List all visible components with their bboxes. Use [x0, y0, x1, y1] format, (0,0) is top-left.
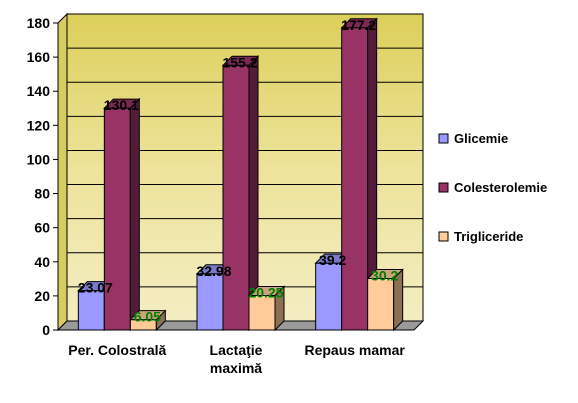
data-labels: 23.07 130.1 6.05 32.98 155.2 20.25 39.2 177.2 30…	[78, 17, 399, 325]
legend-swatch-trigliceride	[438, 231, 449, 242]
y-tick-label: 80	[34, 186, 50, 202]
x-category-label: Per. Colostrală	[68, 342, 166, 358]
bar-colesterolemie-front	[222, 64, 250, 331]
legend-swatch-colesterolemie	[438, 182, 449, 193]
bar-colesterolemie-front	[341, 27, 369, 331]
x-axis: Per. Colostrală Lactaţie maximă Repaus mama…	[68, 342, 405, 376]
bar-trigliceride-top	[247, 285, 286, 296]
y-tick-label: 180	[27, 15, 51, 31]
bar-glicemie-front	[315, 262, 343, 331]
legend-swatch-glicemie	[438, 133, 449, 144]
bar-colesterolemie-front	[103, 107, 131, 331]
bar-trigliceride-front	[248, 294, 276, 331]
data-label-colesterolemie: 177.2	[341, 17, 376, 33]
bar-trigliceride-top	[366, 268, 404, 279]
bar-colesterolemie-side	[129, 97, 140, 332]
x-category-label: Lactaţie	[210, 342, 263, 358]
y-tick-label: 40	[34, 254, 50, 270]
legend-label-trigliceride: Trigliceride	[454, 229, 523, 244]
legend-label-glicemie: Glicemie	[454, 131, 508, 146]
y-tick-label: 60	[34, 220, 50, 236]
data-label-glicemie: 23.07	[78, 280, 113, 296]
legend: Glicemie Colesterolemie Trigliceride	[438, 131, 547, 244]
x-category-label: Repaus mamar	[304, 342, 405, 358]
y-tick-label: 20	[34, 288, 50, 304]
plot-side-wall	[57, 12, 68, 332]
data-label-colesterolemie: 155.2	[222, 54, 257, 70]
bar-series	[77, 17, 404, 332]
y-tick-label: 140	[27, 83, 51, 99]
data-label-glicemie: 39.2	[319, 252, 346, 268]
data-label-trigliceride: 20.25	[248, 284, 283, 300]
bar-glicemie-front	[196, 273, 224, 331]
data-label-trigliceride: 6.05	[134, 309, 161, 325]
y-tick-label: 160	[27, 49, 51, 65]
legend-label-colesterolemie: Colesterolemie	[454, 180, 547, 195]
bar-trigliceride-front	[367, 277, 395, 331]
y-tick-label: 100	[27, 151, 51, 167]
bar-colesterolemie-top	[340, 18, 378, 29]
bar-glicemie-front	[77, 290, 105, 331]
y-tick-label: 120	[27, 117, 51, 133]
x-category-label: maximă	[210, 360, 262, 376]
y-tick-label: 0	[42, 322, 50, 338]
y-axis: 0 20 40 60 80 100 120 140 160 180	[27, 15, 59, 338]
data-label-trigliceride: 30.2	[371, 267, 398, 283]
data-label-glicemie: 32.98	[196, 263, 231, 279]
bar-trigliceride-top	[129, 310, 167, 321]
bar-colesterolemie-top	[103, 98, 141, 109]
bar-colesterolemie-top	[221, 55, 260, 66]
data-label-colesterolemie: 130.1	[104, 97, 139, 113]
